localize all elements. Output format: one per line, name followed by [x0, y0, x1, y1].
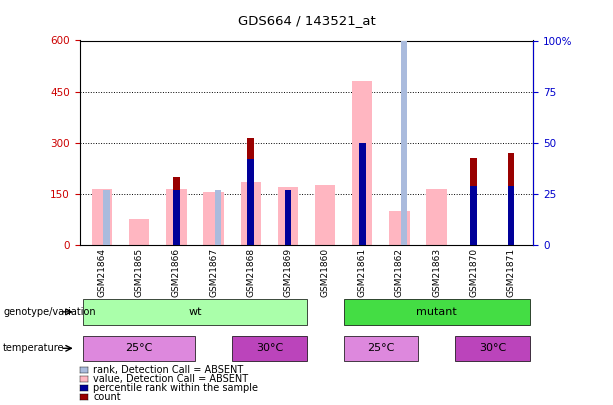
Bar — [166, 189, 186, 245]
Text: 30°C: 30°C — [479, 343, 506, 353]
Text: wt: wt — [188, 307, 202, 317]
Bar — [315, 185, 335, 245]
Bar — [83, 299, 306, 325]
Bar — [359, 143, 365, 245]
Bar — [103, 190, 110, 245]
Bar — [215, 190, 221, 245]
Bar — [129, 220, 150, 245]
Bar — [344, 299, 530, 325]
Text: rank, Detection Call = ABSENT: rank, Detection Call = ABSENT — [93, 365, 243, 375]
Text: 25°C: 25°C — [367, 343, 395, 353]
Text: percentile rank within the sample: percentile rank within the sample — [93, 383, 258, 393]
Bar — [344, 335, 418, 361]
Bar — [389, 211, 409, 245]
Bar — [232, 335, 306, 361]
Bar — [173, 177, 180, 245]
Text: genotype/variation: genotype/variation — [3, 307, 96, 317]
Bar — [240, 182, 261, 245]
Bar — [352, 81, 373, 245]
Text: GDS664 / 143521_at: GDS664 / 143521_at — [238, 14, 375, 27]
Text: value, Detection Call = ABSENT: value, Detection Call = ABSENT — [93, 374, 248, 384]
Bar — [508, 153, 514, 245]
Bar — [284, 190, 291, 245]
Bar — [470, 158, 477, 245]
Bar — [400, 20, 407, 245]
Bar — [508, 186, 514, 245]
Bar — [470, 186, 477, 245]
Bar — [248, 138, 254, 245]
Text: 30°C: 30°C — [256, 343, 283, 353]
Text: count: count — [93, 392, 121, 402]
Bar — [427, 189, 447, 245]
Bar — [92, 189, 112, 245]
Text: temperature: temperature — [3, 343, 64, 353]
Text: mutant: mutant — [416, 307, 457, 317]
Bar — [204, 192, 224, 245]
Bar — [83, 335, 195, 361]
Bar — [173, 190, 180, 245]
Bar — [278, 187, 298, 245]
Text: 25°C: 25°C — [126, 343, 153, 353]
Bar — [248, 159, 254, 245]
Bar — [455, 335, 530, 361]
